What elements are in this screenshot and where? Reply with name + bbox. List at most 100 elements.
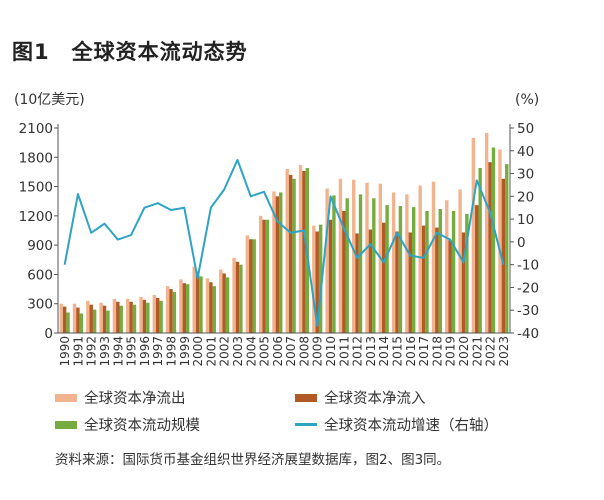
bar-2007-s2 xyxy=(292,178,296,333)
bar-1999-s0 xyxy=(179,279,183,333)
x-tick-label: 1994 xyxy=(111,336,125,367)
bar-2007-s1 xyxy=(288,174,293,333)
bar-1994-s0 xyxy=(112,298,117,333)
legend-item-growth: 全球资本流动增速（右轴） xyxy=(295,414,498,435)
bar-2001-s2 xyxy=(212,286,216,333)
legend-swatch-growth xyxy=(295,423,317,426)
bar-2005-s2 xyxy=(265,219,270,333)
legend-label-growth: 全球资本流动增速（右轴） xyxy=(324,418,498,434)
bar-1992-s2 xyxy=(92,309,97,333)
bar-1998-s2 xyxy=(172,292,177,333)
bar-1998-s0 xyxy=(165,286,170,333)
x-tick-label: 2017 xyxy=(417,336,431,367)
x-tick-label: 2007 xyxy=(284,336,298,367)
x-tick-label: 2005 xyxy=(258,336,272,367)
y-right-tick-label: -10 xyxy=(517,258,539,274)
x-tick-label: 1991 xyxy=(71,336,85,367)
x-tick-label: 1992 xyxy=(85,336,99,367)
x-tick-label: 2020 xyxy=(457,336,471,367)
x-tick-label: 2001 xyxy=(204,336,218,367)
bar-1995-s1 xyxy=(129,301,133,333)
y-right-tick-label: 50 xyxy=(517,121,534,137)
y-left-tick-label: 600 xyxy=(27,267,53,283)
bar-2012-s1 xyxy=(355,233,359,333)
bar-2002-s2 xyxy=(225,277,230,333)
bar-2001-s1 xyxy=(209,282,213,333)
bar-2019-s2 xyxy=(451,210,456,333)
bar-2009-s1 xyxy=(315,231,319,333)
y-right-tick-label: -30 xyxy=(517,303,539,319)
bar-1997-s1 xyxy=(156,297,160,333)
bar-2007-s0 xyxy=(285,169,289,333)
bar-2013-s1 xyxy=(368,229,373,333)
y-left-tick-label: 1200 xyxy=(19,209,53,225)
x-tick-label: 2006 xyxy=(271,336,285,367)
x-tick-label: 2014 xyxy=(377,336,391,367)
bar-2021-s1 xyxy=(475,205,479,333)
bar-2006-s2 xyxy=(279,192,283,333)
legend-swatch-scale xyxy=(55,420,77,429)
capital-flow-chart: (10亿美元) (%)03006009001200150018002100-40-… xyxy=(14,92,539,367)
bar-2004-s0 xyxy=(245,235,250,333)
x-tick-label: 2012 xyxy=(351,336,365,367)
source-note: 资料来源：国际货币基金组织世界经济展望数据库，图2、图3同。 xyxy=(55,452,451,468)
x-tick-label: 2009 xyxy=(311,336,325,367)
bar-2010-s0 xyxy=(325,188,329,333)
bar-1999-s2 xyxy=(185,284,190,333)
bar-2010-s1 xyxy=(328,219,333,333)
bar-1997-s0 xyxy=(152,294,157,333)
legend-label-outflow: 全球资本净流出 xyxy=(84,391,186,407)
bar-2004-s1 xyxy=(249,239,253,333)
bar-2021-s0 xyxy=(471,137,476,333)
x-tick-label: 2021 xyxy=(470,336,484,367)
x-tick-label: 1999 xyxy=(178,336,192,367)
legend-item-inflow: 全球资本净流入 xyxy=(295,387,426,408)
legend-label-inflow: 全球资本净流入 xyxy=(324,391,426,407)
bar-2016-s1 xyxy=(408,232,412,333)
bar-2019-s1 xyxy=(448,240,452,333)
x-tick-label: 2003 xyxy=(231,336,245,367)
x-tick-label: 2000 xyxy=(191,336,205,367)
bar-2014-s2 xyxy=(385,205,389,333)
x-tick-label: 2023 xyxy=(497,336,511,367)
bar-2003-s0 xyxy=(232,257,236,333)
bar-2005-s1 xyxy=(262,219,266,333)
x-tick-label: 1990 xyxy=(58,336,72,367)
x-tick-label: 1997 xyxy=(151,336,165,367)
bar-2022-s0 xyxy=(484,132,489,333)
bar-1995-s2 xyxy=(132,304,137,333)
x-tick-label: 1995 xyxy=(125,336,139,367)
bar-2014-s1 xyxy=(382,222,386,333)
bar-2020-s0 xyxy=(458,189,462,333)
bar-1990-s0 xyxy=(59,303,63,333)
growth-line xyxy=(63,158,505,328)
bar-2019-s0 xyxy=(445,200,449,333)
bar-2008-s0 xyxy=(298,165,303,333)
bar-1991-s2 xyxy=(79,313,84,333)
y-left-tick-label: 900 xyxy=(27,238,53,254)
bar-1993-s1 xyxy=(102,305,107,333)
x-tick-label: 2004 xyxy=(244,336,258,367)
bar-1992-s0 xyxy=(86,300,90,333)
x-tick-label: 2011 xyxy=(337,336,351,367)
x-tick-label: 2016 xyxy=(404,336,418,367)
bar-2023-s2 xyxy=(505,164,509,333)
bar-2015-s0 xyxy=(391,192,396,333)
bar-1991-s1 xyxy=(76,307,80,333)
x-tick-label: 2015 xyxy=(391,336,405,367)
bar-2006-s0 xyxy=(272,191,276,333)
bar-1992-s1 xyxy=(89,304,93,333)
x-tick-label: 1996 xyxy=(138,336,152,367)
legend-item-scale: 全球资本流动规模 xyxy=(55,414,200,435)
bar-2004-s2 xyxy=(252,239,256,333)
y-right-tick-label: 20 xyxy=(517,189,534,205)
bar-2022-s2 xyxy=(491,147,496,333)
bar-1999-s1 xyxy=(182,283,186,333)
x-tick-label: 2002 xyxy=(218,336,232,367)
bar-2000-s1 xyxy=(195,271,200,333)
y-left-tick-label: 2100 xyxy=(19,121,53,137)
bar-1990-s1 xyxy=(62,306,67,333)
bar-2009-s0 xyxy=(312,225,316,333)
bar-1995-s0 xyxy=(126,298,130,333)
bar-1996-s2 xyxy=(146,302,150,333)
